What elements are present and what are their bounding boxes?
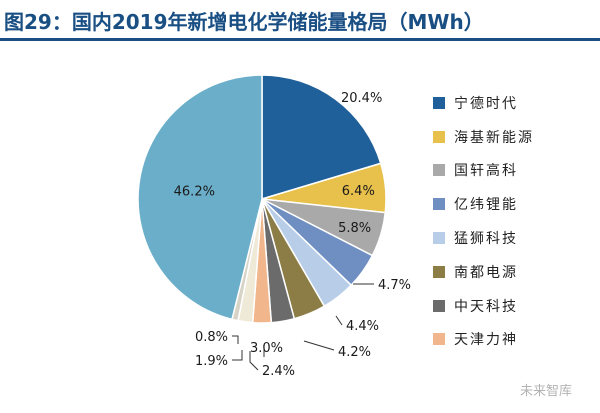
slice-label-9: 1.9% <box>195 354 228 369</box>
leader-line-6 <box>303 340 335 351</box>
leader-line-10 <box>232 335 239 344</box>
legend-swatch-2 <box>433 130 445 143</box>
chart-title: 图29：国内2019年新增电化学储能量格局（MWh） <box>4 10 484 34</box>
watermark: 未来智库 <box>520 384 573 399</box>
legend-item-6: 南都电源 <box>433 255 593 289</box>
pie-chart: 20.4% 6.4% 5.8% 4.7% 4.4% 4.2% 3.0% 2.4% 1.9% 0.8… <box>137 74 411 379</box>
title-rule <box>0 38 600 41</box>
legend-item-2: 海基新能源 <box>433 120 593 154</box>
pie-slices <box>137 74 387 324</box>
legend-label-7: 中天科技 <box>454 298 518 315</box>
legend-label-8: 天津力神 <box>454 332 518 349</box>
slice-label-11: 46.2% <box>174 185 215 200</box>
pie-label-lines <box>232 283 374 371</box>
legend-label-1: 宁德时代 <box>454 95 518 112</box>
legend-swatch-4 <box>433 198 445 211</box>
legend-label-4: 亿纬锂能 <box>454 197 518 214</box>
legend-swatch-3 <box>433 164 445 177</box>
slice-label-3: 5.8% <box>338 221 371 236</box>
slice-label-7: 3.0% <box>250 341 283 356</box>
slice-label-2: 6.4% <box>342 184 375 199</box>
slice-label-6: 4.2% <box>338 345 371 360</box>
legend-label-2: 海基新能源 <box>454 129 534 146</box>
legend-label-3: 国轩高科 <box>454 163 518 180</box>
pie-slice-1 <box>261 74 382 201</box>
slice-label-1: 20.4% <box>341 91 382 106</box>
legend-swatch-6 <box>433 265 445 278</box>
slice-label-8: 2.4% <box>262 364 295 379</box>
legend-item-8: 天津力神 <box>433 323 593 357</box>
leader-line-5 <box>335 315 343 326</box>
slice-label-4: 4.7% <box>378 278 411 293</box>
legend-swatch-1 <box>433 96 445 109</box>
legend-item-4: 亿纬锂能 <box>433 187 593 221</box>
slice-label-5: 4.4% <box>346 319 379 334</box>
chart-header: 图29：国内2019年新增电化学储能量格局（MWh） <box>0 0 600 41</box>
legend-item-5: 猛狮科技 <box>433 221 593 255</box>
leader-line-8 <box>249 351 259 371</box>
pie-slice-11 <box>137 74 263 321</box>
chart-legend: 宁德时代 海基新能源 国轩高科 亿纬锂能 猛狮科技 南都电源 中天科技 天津力神 <box>433 86 593 356</box>
slice-label-10: 0.8% <box>195 330 228 345</box>
legend-label-5: 猛狮科技 <box>454 231 518 248</box>
legend-swatch-5 <box>433 232 445 245</box>
leader-line-9 <box>232 350 243 361</box>
pie-labels: 20.4% 6.4% 5.8% 4.7% 4.4% 4.2% 3.0% 2.4% 1.9% 0.8… <box>174 91 411 379</box>
legend-item-1: 宁德时代 <box>433 86 593 120</box>
legend-item-7: 中天科技 <box>433 289 593 323</box>
legend-label-6: 南都电源 <box>454 264 518 281</box>
legend-swatch-7 <box>433 299 445 312</box>
legend-swatch-8 <box>433 333 445 346</box>
legend-item-3: 国轩高科 <box>433 154 593 188</box>
